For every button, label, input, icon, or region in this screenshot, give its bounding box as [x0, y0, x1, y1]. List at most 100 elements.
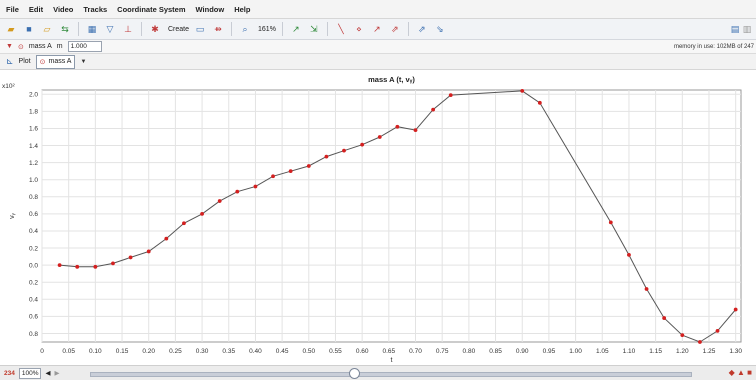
x-tick-label: 0.20	[142, 348, 155, 355]
y-exponent-label: x10²	[2, 83, 15, 90]
toolbar-separator	[281, 22, 283, 36]
chevron-down-icon[interactable]: ▼	[6, 43, 13, 50]
x-tick-label: 0.35	[222, 348, 235, 355]
data-point	[644, 287, 649, 291]
notes-icon[interactable]: ▤	[730, 23, 740, 34]
data-point	[715, 328, 720, 333]
x-tick-label: 0.70	[409, 348, 422, 355]
x-tick-label: 1.30	[729, 348, 742, 355]
menu-help[interactable]: Help	[234, 4, 251, 14]
x-tick-label: 1.00	[569, 348, 582, 355]
x-tick-label: 0.40	[249, 348, 262, 355]
data-point	[271, 174, 275, 179]
position-icon[interactable]: ⋄	[356, 23, 362, 34]
velocity-icon[interactable]: ↗	[373, 23, 381, 34]
x-tick-label: 0.65	[383, 348, 396, 355]
data-point	[306, 164, 311, 168]
menu-tracks[interactable]: Tracks	[83, 4, 108, 14]
menu-coordinate-system[interactable]: Coordinate System	[117, 4, 186, 14]
frame-slider-thumb[interactable]	[349, 368, 360, 379]
x-tick-label: 1.10	[623, 348, 636, 355]
xy-alt-icon[interactable]: ⇘	[436, 23, 444, 34]
data-point	[324, 154, 329, 159]
x-tick-label: 0.60	[356, 348, 369, 355]
create-button[interactable]: Create	[168, 25, 190, 33]
track-properties-bar: ▼ ⊙ mass A m 1.000 memory in use: 102MB …	[0, 40, 756, 54]
x-tick-label: 0.15	[116, 348, 129, 355]
xy-icon[interactable]: ⇗	[418, 23, 426, 34]
y-tick-label: 0.8	[29, 331, 38, 338]
memory-status: memory in use: 102MB of 247	[673, 43, 754, 50]
toolbar-separator	[78, 22, 79, 36]
y-tick-label: 2.0	[29, 92, 38, 99]
x-tick-label: 1.25	[703, 348, 716, 355]
toolbar-separator	[407, 22, 409, 36]
data-point	[360, 142, 365, 147]
menu-edit[interactable]: Edit	[28, 4, 44, 14]
x-tick-label: 1.15	[649, 348, 662, 355]
create-track-icon[interactable]: ✱	[151, 23, 159, 34]
dropdown-arrow-icon[interactable]: ▼	[80, 58, 87, 65]
menu-file[interactable]: File	[6, 4, 19, 14]
data-point	[75, 264, 80, 269]
y-tick-label: 0.2	[29, 280, 38, 287]
calibration-icon[interactable]: ⇻	[214, 23, 222, 34]
track-select-value: mass A	[48, 58, 72, 65]
data-point	[627, 252, 631, 257]
data-point	[608, 220, 613, 225]
marker-icons: ◆ ▲ ■	[728, 368, 752, 377]
x-axis-label: t	[391, 357, 393, 364]
plot-label[interactable]: Plot	[18, 58, 31, 65]
chart-title: mass A (t, vᵧ)	[368, 75, 415, 84]
data-point	[413, 128, 418, 133]
clip-settings-icon[interactable]: ▦	[87, 23, 97, 34]
save-icon[interactable]: ■	[26, 24, 32, 34]
velocity-chart: 0 0.05 0.10 0.15 0.20 0.25 0.30 0.35 0.40 0.45 0.5…	[2, 75, 742, 364]
axes-icon[interactable]: ⊥	[124, 23, 132, 34]
y-tick-label: 1.4	[29, 143, 38, 150]
frame-number[interactable]: 234	[4, 369, 15, 377]
filter-icon[interactable]: ▽	[106, 23, 114, 34]
plot-area[interactable]: 0 0.05 0.10 0.15 0.20 0.25 0.30 0.35 0.40 0.45 0.5…	[0, 70, 756, 365]
x-tick-label: 0.80	[463, 348, 476, 355]
zoom-icon[interactable]: ⌕	[242, 23, 248, 34]
x-tick-label: 0.75	[436, 348, 449, 355]
zoom-level[interactable]: 161%	[258, 25, 276, 33]
data-point	[680, 333, 685, 338]
x-tick-label: 0.25	[169, 348, 182, 355]
toolbar-separator	[231, 22, 233, 36]
mass-label: m	[56, 43, 63, 50]
y-tick-label: 0.6	[29, 211, 38, 218]
info-icon[interactable]: ▥	[742, 23, 752, 34]
plot-icon: ⊾	[6, 56, 14, 66]
frame-slider-track[interactable]	[90, 372, 692, 377]
toolbar-separator	[141, 22, 142, 36]
track-control-icon[interactable]: ▭	[195, 23, 205, 34]
data-point	[57, 263, 62, 268]
trail-icon[interactable]: ↗	[292, 23, 300, 34]
y-tick-label: 0.4	[29, 228, 38, 235]
x-tick-label: 0.95	[543, 348, 556, 355]
toolbar: ▰ ■ ▱ ⇆ ▦ ▽ ⊥ ✱ Create ▭ ⇻ ⌕ 161% ↗ ⇲ ╲ …	[0, 19, 756, 40]
mass-field[interactable]: 1.000	[67, 41, 102, 52]
step-back-icon[interactable]: ◀	[45, 370, 51, 377]
menu-video[interactable]: Video	[53, 4, 74, 14]
zoom-field[interactable]: 100%	[18, 367, 42, 379]
play-icon[interactable]: ▶	[54, 370, 60, 377]
path-icon[interactable]: ╲	[338, 23, 344, 34]
y-tick-label: 0.2	[29, 245, 38, 252]
data-point	[537, 100, 542, 105]
track-select[interactable]: ⊙ mass A	[35, 54, 76, 69]
acceleration-icon[interactable]: ⇗	[391, 23, 399, 34]
open-icon[interactable]: ▰	[7, 23, 15, 34]
track-name[interactable]: mass A	[28, 43, 52, 50]
data-point	[217, 199, 222, 203]
y-tick-label: 1.0	[29, 177, 38, 184]
menu-window[interactable]: Window	[195, 4, 225, 14]
data-point	[111, 261, 115, 266]
import-icon[interactable]: ⇆	[61, 23, 69, 34]
data-point	[698, 340, 702, 344]
data-point	[164, 236, 169, 241]
open-video-icon[interactable]: ▱	[43, 23, 51, 34]
labels-icon[interactable]: ⇲	[310, 23, 318, 34]
